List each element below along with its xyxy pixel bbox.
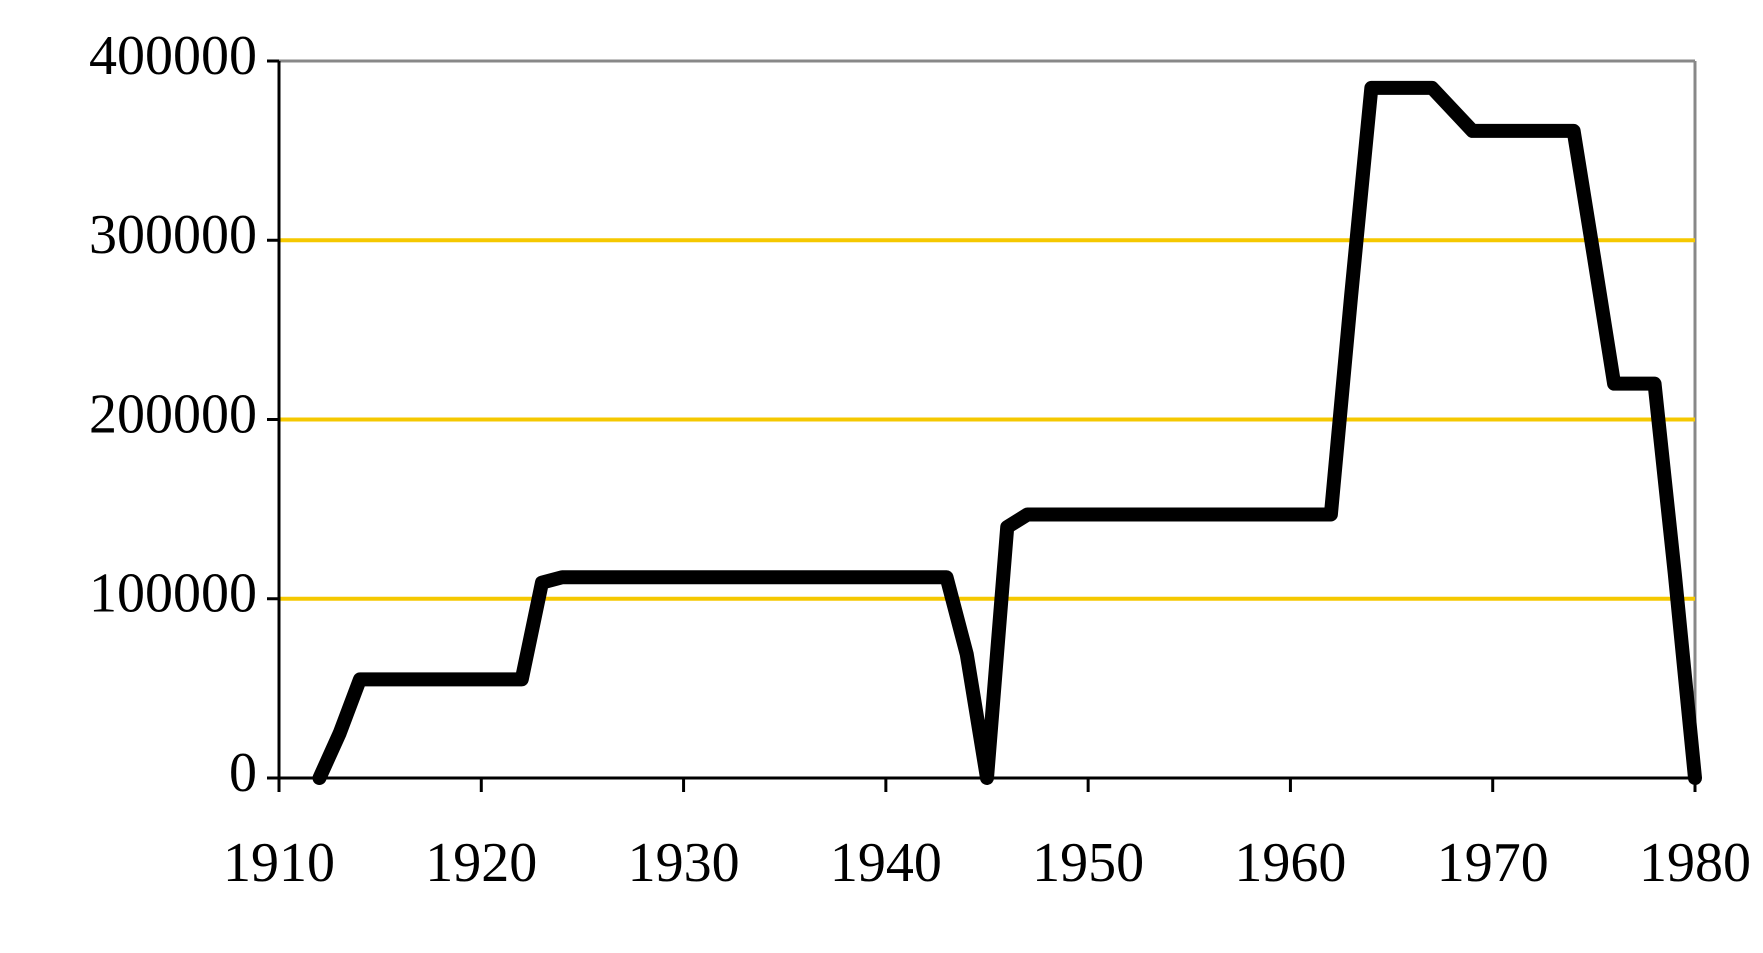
x-tick-label: 1950 bbox=[1032, 832, 1144, 894]
x-tick-label: 1980 bbox=[1639, 832, 1751, 894]
x-tick-label: 1920 bbox=[425, 832, 537, 894]
y-tick-label: 100000 bbox=[89, 563, 257, 625]
y-tick-label: 400000 bbox=[89, 25, 257, 87]
y-tick-label: 300000 bbox=[89, 204, 257, 266]
x-tick-label: 1940 bbox=[830, 832, 942, 894]
y-tick-label: 0 bbox=[229, 742, 257, 804]
x-tick-label: 1930 bbox=[628, 832, 740, 894]
x-tick-label: 1960 bbox=[1234, 832, 1346, 894]
y-tick-label: 200000 bbox=[89, 383, 257, 445]
x-tick-label: 1970 bbox=[1437, 832, 1549, 894]
data-line bbox=[312, 80, 1702, 785]
x-tick-label: 1910 bbox=[223, 832, 335, 894]
